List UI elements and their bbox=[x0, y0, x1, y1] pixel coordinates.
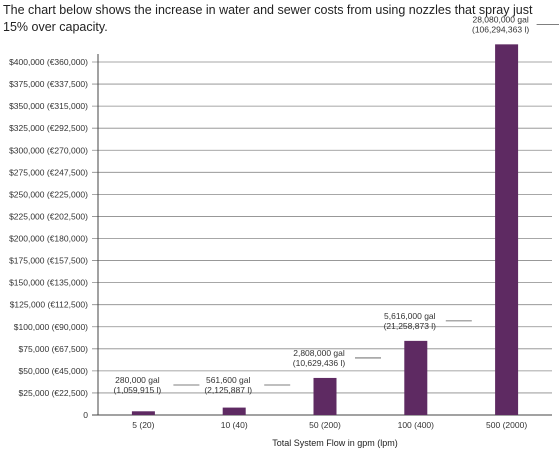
bar-annotation-volume: 28,080,000 gal bbox=[472, 14, 528, 24]
bar-annotation-volume: 280,000 gal bbox=[115, 375, 160, 385]
bar-annotation-liters: (2,125,887 l) bbox=[204, 385, 252, 395]
y-tick-label: $225,000 (€202,500) bbox=[9, 211, 88, 221]
y-tick-label: $150,000 (€135,000) bbox=[9, 278, 88, 288]
y-tick-label: $75,000 (€67,500) bbox=[19, 344, 89, 354]
bar-annotation-volume: 5,616,000 gal bbox=[384, 311, 436, 321]
x-tick-label: 100 (400) bbox=[398, 420, 435, 430]
bar bbox=[404, 340, 428, 415]
x-tick-label: 50 (200) bbox=[309, 420, 341, 430]
x-tick-label: 10 (40) bbox=[221, 420, 248, 430]
bar-annotation-liters: (21,258,873 l) bbox=[384, 321, 437, 331]
labels: 0 $25,000 (€22,500) $50,000 (€45,000) $75,0… bbox=[9, 14, 559, 430]
y-tick-label: $250,000 (€225,000) bbox=[9, 189, 88, 199]
bar bbox=[313, 377, 337, 415]
grid-lines bbox=[92, 61, 552, 394]
bar-annotation-volume: 2,808,000 gal bbox=[293, 348, 345, 358]
y-tick-label: $300,000 (€270,000) bbox=[9, 145, 88, 155]
y-tick-label: $400,000 (€360,000) bbox=[9, 57, 88, 67]
x-axis-title: Total System Flow in gpm (lpm) bbox=[272, 438, 398, 448]
y-tick-label: $100,000 (€90,000) bbox=[14, 322, 88, 332]
y-tick-label: $25,000 (€22,500) bbox=[19, 388, 89, 398]
y-tick-label: $275,000 (€247,500) bbox=[9, 167, 88, 177]
bar-annotation-liters: (10,629,436 l) bbox=[293, 358, 346, 368]
x-tick-label: 5 (20) bbox=[132, 420, 154, 430]
bar bbox=[495, 44, 519, 415]
y-tick-label: $325,000 (€292,500) bbox=[9, 123, 88, 133]
y-tick-label: $50,000 (€45,000) bbox=[19, 366, 89, 376]
y-tick-label: $125,000 (€112,500) bbox=[10, 300, 88, 310]
x-tick-label: 500 (2000) bbox=[486, 420, 527, 430]
y-tick-label: $175,000 (€157,500) bbox=[9, 256, 88, 266]
intro-text: The chart below shows the increase in wa… bbox=[3, 3, 533, 34]
y-tick-label: $375,000 (€337,500) bbox=[9, 79, 88, 89]
bar bbox=[222, 407, 246, 415]
y-tick-label: 0 bbox=[83, 410, 88, 420]
y-tick-label: $350,000 (€315,000) bbox=[9, 101, 88, 111]
bar-annotation-volume: 561,600 gal bbox=[206, 375, 251, 385]
bar bbox=[131, 411, 155, 415]
bar-annotation-liters: (1,059,915 l) bbox=[114, 385, 162, 395]
bar-annotation-liters: (106,294,363 l) bbox=[472, 24, 529, 34]
y-tick-label: $200,000 (€180,000) bbox=[9, 234, 88, 244]
bars bbox=[131, 44, 519, 415]
